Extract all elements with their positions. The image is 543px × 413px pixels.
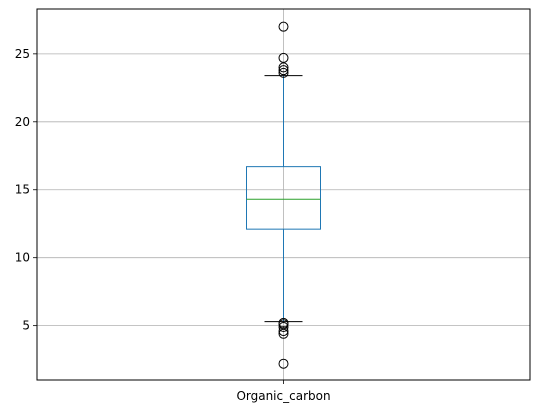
x-tick-label: Organic_carbon [236, 389, 330, 403]
box-group [246, 75, 321, 323]
outlier-point [278, 328, 289, 339]
outlier-point [278, 326, 289, 337]
y-tick-label: 15 [15, 183, 30, 197]
y-tick-label: 25 [15, 47, 30, 61]
axes: 5 10 15 20 25 Organic_carbon [15, 47, 331, 403]
outlier-point [278, 65, 289, 76]
outlier-point [278, 67, 289, 78]
outlier-point [278, 62, 289, 73]
outlier-point [278, 317, 289, 328]
y-tick-label: 20 [15, 115, 30, 129]
outlier-point [278, 358, 289, 369]
y-tick-label: 5 [22, 319, 30, 333]
y-tick-label: 10 [15, 251, 30, 265]
grid-lines [37, 9, 530, 380]
outlier-group [278, 21, 289, 369]
iqr-box [246, 166, 321, 230]
outlier-point [278, 52, 289, 63]
outlier-point [278, 322, 289, 332]
outlier-point [278, 21, 289, 32]
